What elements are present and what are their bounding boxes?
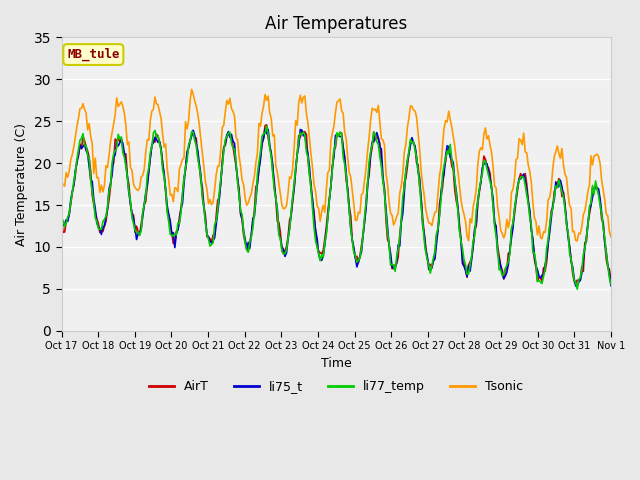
Y-axis label: Air Temperature (C): Air Temperature (C) <box>15 122 28 246</box>
Legend: AirT, li75_t, li77_temp, Tsonic: AirT, li75_t, li77_temp, Tsonic <box>144 375 528 398</box>
Line: AirT: AirT <box>61 125 611 284</box>
AirT <box>572 281 580 287</box>
Title: Air Temperatures: Air Temperatures <box>265 15 408 33</box>
Tsonic <box>579 212 587 217</box>
li75_t <box>221 140 229 146</box>
AirT <box>263 122 271 128</box>
li75_t <box>300 133 307 139</box>
X-axis label: Time: Time <box>321 357 351 370</box>
li77_temp <box>58 217 65 223</box>
Tsonic <box>573 238 581 244</box>
Text: MB_tule: MB_tule <box>67 48 120 61</box>
AirT <box>240 233 248 239</box>
li75_t <box>240 228 248 234</box>
li77_temp <box>573 286 581 292</box>
li75_t <box>249 216 257 221</box>
Line: Tsonic: Tsonic <box>61 89 611 241</box>
Tsonic <box>223 97 230 103</box>
li75_t <box>579 257 587 263</box>
li77_temp <box>300 129 307 135</box>
Line: li77_temp: li77_temp <box>61 126 611 289</box>
li77_temp <box>249 226 257 231</box>
Tsonic <box>300 95 307 100</box>
li77_temp <box>263 123 271 129</box>
AirT <box>221 143 229 148</box>
AirT <box>579 268 587 274</box>
li75_t <box>607 283 614 288</box>
li77_temp <box>125 189 132 195</box>
AirT <box>607 277 614 283</box>
li75_t <box>58 216 65 222</box>
li75_t <box>573 283 581 289</box>
Tsonic <box>250 173 258 179</box>
li77_temp <box>607 281 614 287</box>
Line: li75_t: li75_t <box>61 129 611 286</box>
li77_temp <box>240 229 248 235</box>
AirT <box>300 129 307 135</box>
Tsonic <box>125 139 132 145</box>
li75_t <box>125 190 132 196</box>
Tsonic <box>607 234 614 240</box>
AirT <box>125 181 132 187</box>
li75_t <box>261 126 269 132</box>
Tsonic <box>58 178 65 184</box>
AirT <box>58 217 65 223</box>
li77_temp <box>579 252 587 257</box>
AirT <box>249 220 257 226</box>
Tsonic <box>241 195 249 201</box>
li77_temp <box>221 137 229 143</box>
Tsonic <box>188 86 195 92</box>
